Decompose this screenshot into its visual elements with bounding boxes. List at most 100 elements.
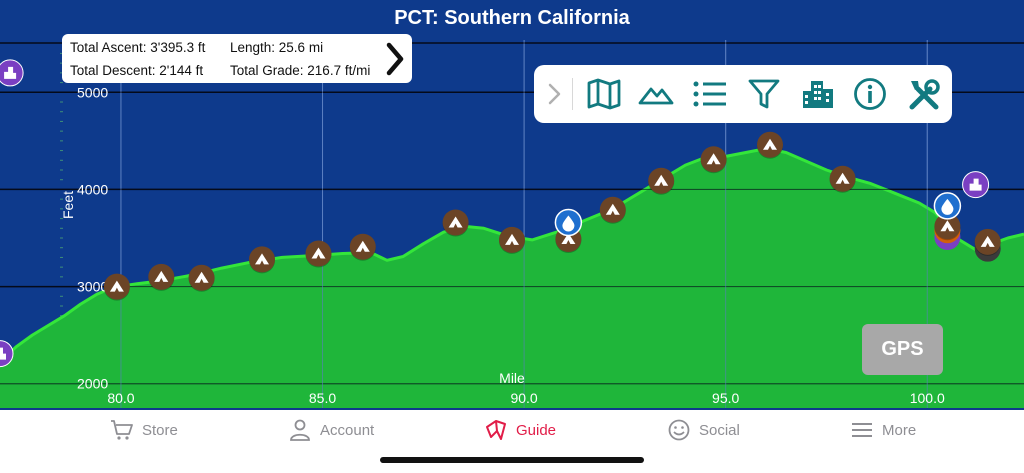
tab-label: Guide xyxy=(516,421,557,439)
x-axis-label: Mile xyxy=(499,370,525,386)
tent-icon xyxy=(355,240,370,252)
tab-social[interactable]: Social xyxy=(667,418,740,442)
water-drop-icon xyxy=(941,198,954,215)
town-circle xyxy=(0,340,14,368)
toolbar-divider xyxy=(572,78,573,110)
tab-account[interactable]: Account xyxy=(288,418,374,442)
y-axis-label: Feet xyxy=(60,191,76,219)
list-button[interactable] xyxy=(692,77,728,111)
campsite-marker xyxy=(103,273,130,301)
campsite-marker xyxy=(442,209,469,237)
tent-icon xyxy=(706,153,721,165)
elevation-button[interactable] xyxy=(638,77,674,111)
x-tick-label: 100.0 xyxy=(910,390,945,406)
campsite-marker xyxy=(599,196,626,224)
route-stats-panel: Total Ascent: 3'395.3 ft Total Descent: … xyxy=(62,34,412,83)
town-marker xyxy=(962,171,990,199)
y-tick-label: 5000 xyxy=(77,84,108,100)
tent-icon xyxy=(605,203,620,215)
tab-label: Account xyxy=(320,421,375,439)
buildings-icon xyxy=(0,347,6,360)
y-tick-label: 4000 xyxy=(77,181,108,197)
tent-icon xyxy=(835,172,850,184)
campsite-marker xyxy=(249,246,275,274)
filter-icon xyxy=(748,79,780,109)
map-toolbar xyxy=(534,65,952,123)
tent-icon xyxy=(980,235,995,247)
mountains-icon xyxy=(638,87,674,105)
tab-more[interactable]: More xyxy=(850,418,916,442)
route-length: Length: 25.6 mi xyxy=(230,40,324,55)
x-tick-label: 80.0 xyxy=(107,390,134,406)
total-ascent: Total Ascent: 3'395.3 ft xyxy=(70,40,206,55)
list-icon xyxy=(693,81,726,107)
page-title: PCT: Southern California xyxy=(394,7,630,29)
elevation-fill xyxy=(0,148,1024,408)
person-icon xyxy=(290,419,310,441)
tent-icon xyxy=(654,174,669,186)
chevron-right-icon xyxy=(548,83,561,105)
gps-button[interactable]: GPS xyxy=(862,324,943,375)
tent-icon xyxy=(940,220,955,232)
collapse-toolbar-button[interactable] xyxy=(536,77,566,111)
y-tick-label: 3000 xyxy=(77,279,108,295)
campsite-marker xyxy=(148,263,175,291)
water-marker xyxy=(933,192,962,220)
campsite-marker xyxy=(305,240,332,268)
menu-icon xyxy=(852,423,872,437)
campsite-marker xyxy=(829,165,856,193)
buildings-icon xyxy=(969,178,982,191)
y-tick-label: 2000 xyxy=(77,376,108,392)
town-marker xyxy=(0,59,24,87)
axis-ticks: 80.0 85.0 90.0 95.0 100.0 2000 3000 4000 5000 xyxy=(77,84,945,406)
buildings-icon xyxy=(803,81,833,108)
total-grade: Total Grade: 216.7 ft/mi xyxy=(230,63,371,78)
tent-icon xyxy=(561,233,576,244)
tab-bar: Store Account Guide Social More xyxy=(0,410,1024,473)
tab-label: Social xyxy=(699,421,740,439)
water-drop-icon xyxy=(562,215,575,232)
tent-icon xyxy=(109,280,124,292)
tent-icon xyxy=(154,270,169,282)
cart-icon xyxy=(111,420,133,440)
campsite-marker xyxy=(974,228,1001,256)
campsite-marker xyxy=(934,213,961,241)
tools-button[interactable] xyxy=(906,77,942,111)
home-indicator xyxy=(380,457,644,463)
smiley-icon xyxy=(668,419,690,441)
tent-icon xyxy=(255,253,269,265)
x-tick-label: 85.0 xyxy=(309,390,336,406)
expand-chevron-icon[interactable] xyxy=(384,42,406,76)
info-icon xyxy=(854,78,886,110)
trail-markers xyxy=(0,59,1001,368)
guide-icon xyxy=(486,420,506,440)
campsite-marker xyxy=(188,264,215,292)
tab-guide[interactable]: Guide xyxy=(484,418,556,442)
filter-button[interactable] xyxy=(746,77,782,111)
tent-icon xyxy=(311,247,326,259)
town-marker xyxy=(0,340,14,368)
elevation-area xyxy=(0,40,1024,408)
tab-label: More xyxy=(882,421,917,439)
tent-icon xyxy=(448,216,463,228)
x-tick-label: 90.0 xyxy=(510,390,537,406)
tent-icon xyxy=(763,138,777,150)
campsite-marker xyxy=(757,131,783,159)
tent-icon xyxy=(505,233,519,245)
water-marker xyxy=(554,208,583,237)
map-icon xyxy=(587,78,621,110)
campsite-marker xyxy=(648,167,675,195)
tab-label: Store xyxy=(142,421,178,439)
buildings-icon xyxy=(4,66,17,79)
info-button[interactable] xyxy=(852,77,888,111)
campsite-marker xyxy=(499,226,525,254)
map-button[interactable] xyxy=(586,77,622,111)
tab-store[interactable]: Store xyxy=(110,418,178,442)
x-tick-label: 95.0 xyxy=(712,390,739,406)
towns-button[interactable] xyxy=(800,77,836,111)
tent-icon xyxy=(194,271,209,283)
campsite-marker xyxy=(349,233,376,261)
total-descent: Total Descent: 2'144 ft xyxy=(70,63,204,78)
elevation-line xyxy=(0,147,1024,364)
